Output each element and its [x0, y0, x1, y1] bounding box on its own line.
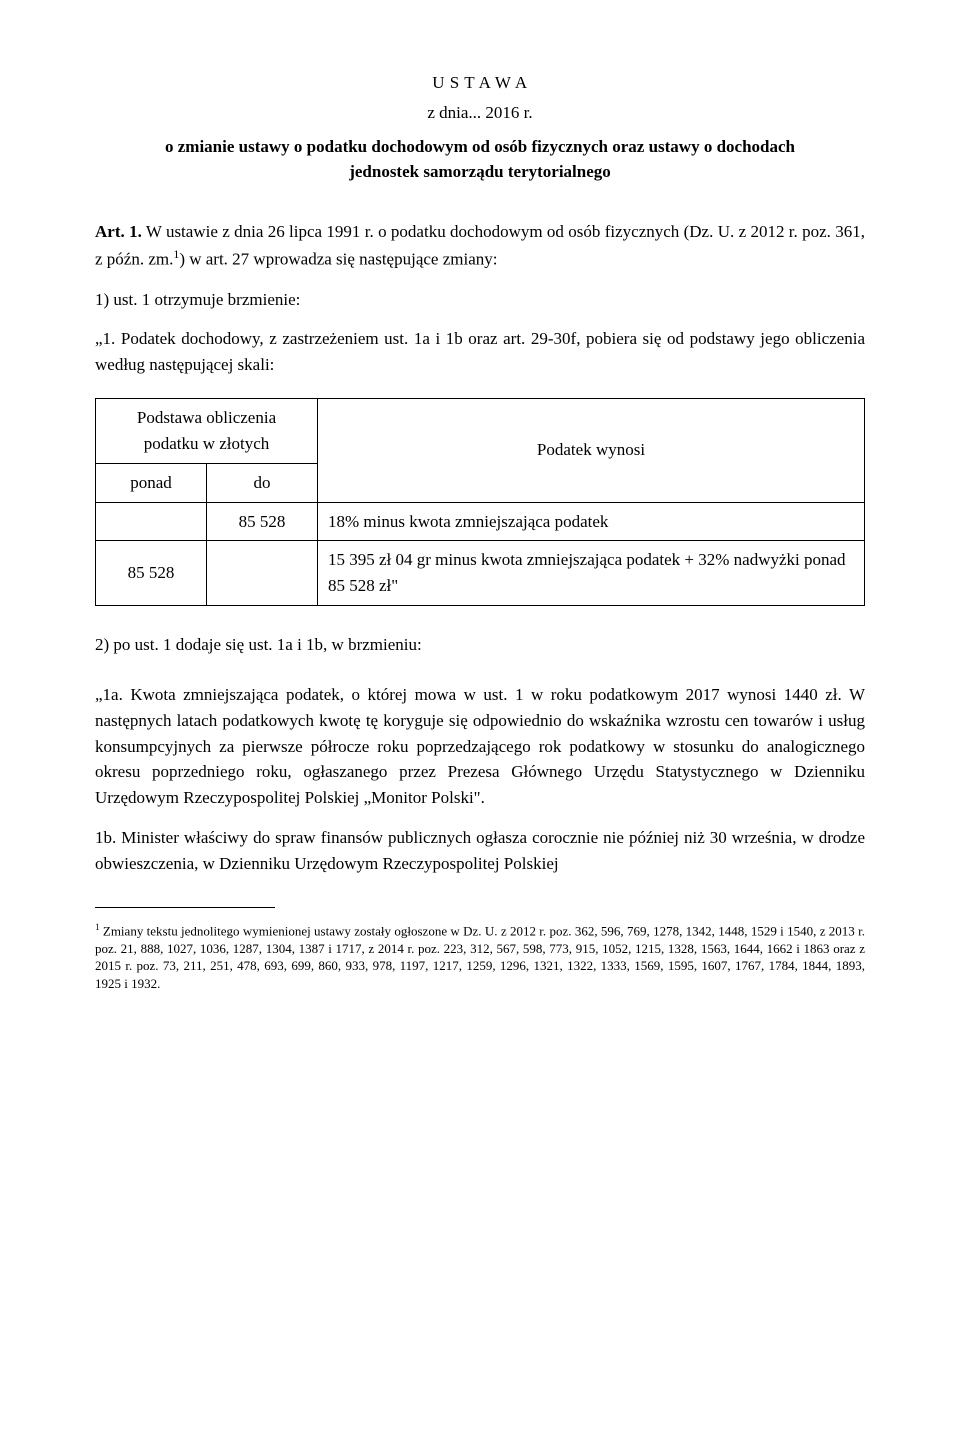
article-1-suffix: ) w art. 27 wprowadza się następujące zm… [179, 250, 497, 269]
item-1-heading: 1) ust. 1 otrzymuje brzmienie: [95, 287, 865, 313]
subheader-do: do [207, 463, 318, 502]
article-1-label: Art. 1. [95, 222, 142, 241]
tax-scale-table: Podstawa obliczenia podatku w złotych Po… [95, 398, 865, 606]
cell-do-1: 85 528 [207, 502, 318, 541]
act-subject-line2: jednostek samorządu terytorialnego [95, 159, 865, 185]
item-1-body: „1. Podatek dochodowy, z zastrzeżeniem u… [95, 326, 865, 378]
table-row: 85 528 18% minus kwota zmniejszająca pod… [96, 502, 865, 541]
act-date: z dnia... 2016 r. [95, 100, 865, 126]
article-1-intro: Art. 1. W ustawie z dnia 26 lipca 1991 r… [95, 219, 865, 272]
document-page: U S T A W A z dnia... 2016 r. o zmianie … [0, 0, 960, 1446]
act-title: U S T A W A [95, 70, 865, 96]
cell-tax-2: 15 395 zł 04 gr minus kwota zmniejszając… [318, 541, 865, 606]
act-subject-line1: o zmianie ustawy o podatku dochodowym od… [95, 134, 865, 160]
header-basis-line2: podatku w złotych [144, 434, 270, 453]
footnote-text: Zmiany tekstu jednolitego wymienionej us… [95, 923, 865, 991]
footnote-separator [95, 907, 275, 908]
table-header-basis: Podstawa obliczenia podatku w złotych [96, 399, 318, 464]
table-header-tax: Podatek wynosi [318, 399, 865, 502]
item-2-para-1b: 1b. Minister właściwy do spraw finansów … [95, 825, 865, 877]
cell-ponad-1 [96, 502, 207, 541]
cell-tax-1: 18% minus kwota zmniejszająca podatek [318, 502, 865, 541]
item-2-heading: 2) po ust. 1 dodaje się ust. 1a i 1b, w … [95, 632, 865, 658]
item-2-para-1a: „1a. Kwota zmniejszająca podatek, o któr… [95, 682, 865, 811]
footnote-1: 1 Zmiany tekstu jednolitego wymienionej … [95, 921, 865, 993]
table-row: Podstawa obliczenia podatku w złotych Po… [96, 399, 865, 464]
subheader-ponad: ponad [96, 463, 207, 502]
cell-do-2 [207, 541, 318, 606]
cell-ponad-2: 85 528 [96, 541, 207, 606]
header-basis-line1: Podstawa obliczenia [137, 408, 276, 427]
table-row: 85 528 15 395 zł 04 gr minus kwota zmnie… [96, 541, 865, 606]
